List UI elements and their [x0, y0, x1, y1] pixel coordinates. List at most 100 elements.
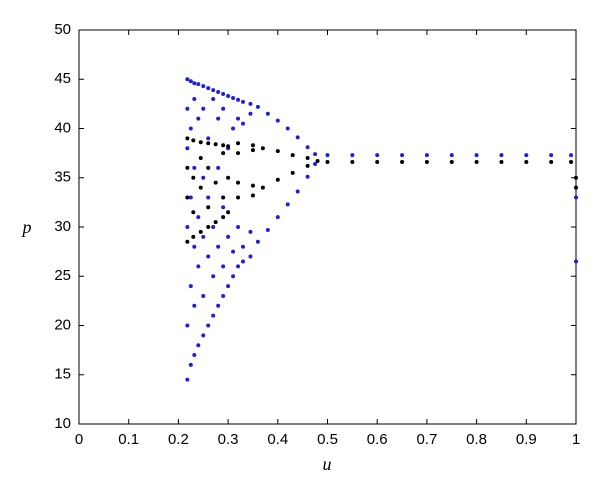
- x-tick-label: 0.7: [416, 431, 437, 448]
- plot-frame: [78, 29, 577, 425]
- point: [275, 177, 280, 182]
- y-tick-label: 25: [54, 267, 71, 284]
- point: [375, 153, 380, 158]
- y-tick-label: 15: [54, 366, 71, 383]
- point: [236, 97, 241, 102]
- point: [248, 111, 253, 116]
- point: [295, 189, 300, 194]
- point: [350, 153, 355, 158]
- point: [196, 116, 201, 121]
- point: [188, 195, 193, 200]
- point: [574, 175, 578, 180]
- x-tick-label: 0.3: [218, 431, 239, 448]
- point: [524, 159, 529, 164]
- point: [549, 159, 554, 164]
- point: [185, 377, 190, 382]
- point: [305, 163, 310, 168]
- point: [211, 225, 216, 229]
- point: [305, 156, 310, 161]
- point: [474, 159, 479, 164]
- point: [226, 93, 231, 98]
- point: [350, 159, 355, 164]
- point: [236, 151, 241, 156]
- point: [275, 149, 280, 154]
- point: [285, 202, 290, 207]
- point: [192, 244, 197, 249]
- point: [226, 144, 231, 149]
- point: [191, 175, 196, 180]
- point: [275, 118, 280, 123]
- point: [265, 111, 270, 116]
- point: [206, 195, 211, 200]
- point: [201, 84, 206, 89]
- point: [216, 116, 221, 121]
- point: [449, 153, 454, 158]
- y-tick-label: 45: [54, 70, 71, 87]
- point: [305, 174, 310, 179]
- point: [231, 95, 236, 100]
- point: [325, 159, 330, 164]
- x-tick-label: 1: [572, 431, 580, 448]
- x-axis-label: u: [323, 454, 332, 474]
- point: [549, 153, 554, 158]
- point: [236, 195, 241, 200]
- point: [192, 96, 197, 101]
- y-tick-label: 35: [54, 169, 71, 186]
- point: [211, 313, 216, 318]
- point: [206, 86, 211, 91]
- y-tick-label: 50: [54, 21, 71, 38]
- point: [226, 284, 231, 289]
- point: [255, 239, 260, 244]
- point: [221, 195, 226, 200]
- point: [241, 244, 246, 249]
- point: [221, 106, 226, 111]
- point: [216, 303, 221, 308]
- point: [216, 90, 221, 95]
- point: [250, 143, 255, 148]
- point: [185, 225, 190, 229]
- point: [313, 161, 318, 166]
- point: [185, 146, 190, 151]
- point: [315, 159, 320, 164]
- point: [188, 284, 193, 289]
- y-tick-label: 40: [54, 119, 71, 136]
- point: [305, 145, 310, 150]
- point: [196, 82, 201, 87]
- x-tick-label: 0: [75, 431, 83, 448]
- point: [248, 229, 253, 234]
- point: [216, 165, 221, 170]
- point: [206, 323, 211, 328]
- x-tick-label: 0.8: [466, 431, 487, 448]
- point: [198, 185, 203, 190]
- point: [191, 138, 196, 143]
- point: [400, 153, 405, 158]
- point: [192, 303, 197, 308]
- point: [236, 141, 241, 146]
- point: [196, 343, 201, 348]
- point: [188, 362, 193, 367]
- point: [250, 193, 255, 198]
- point: [424, 159, 429, 164]
- point: [201, 234, 206, 239]
- point: [231, 249, 236, 254]
- point: [221, 293, 226, 298]
- point: [185, 106, 190, 111]
- x-tick-label: 0.9: [516, 431, 537, 448]
- point: [192, 81, 197, 86]
- point: [206, 165, 211, 170]
- point: [248, 254, 253, 259]
- point: [221, 151, 226, 156]
- point: [574, 259, 578, 264]
- point: [188, 79, 193, 84]
- point: [188, 126, 193, 131]
- y-axis-label: p: [21, 217, 32, 237]
- point: [226, 234, 231, 239]
- point: [290, 153, 295, 158]
- point: [213, 142, 218, 147]
- point: [250, 148, 255, 153]
- point: [226, 175, 231, 180]
- point: [574, 195, 578, 200]
- point: [400, 159, 405, 164]
- point: [250, 183, 255, 188]
- point: [221, 92, 226, 97]
